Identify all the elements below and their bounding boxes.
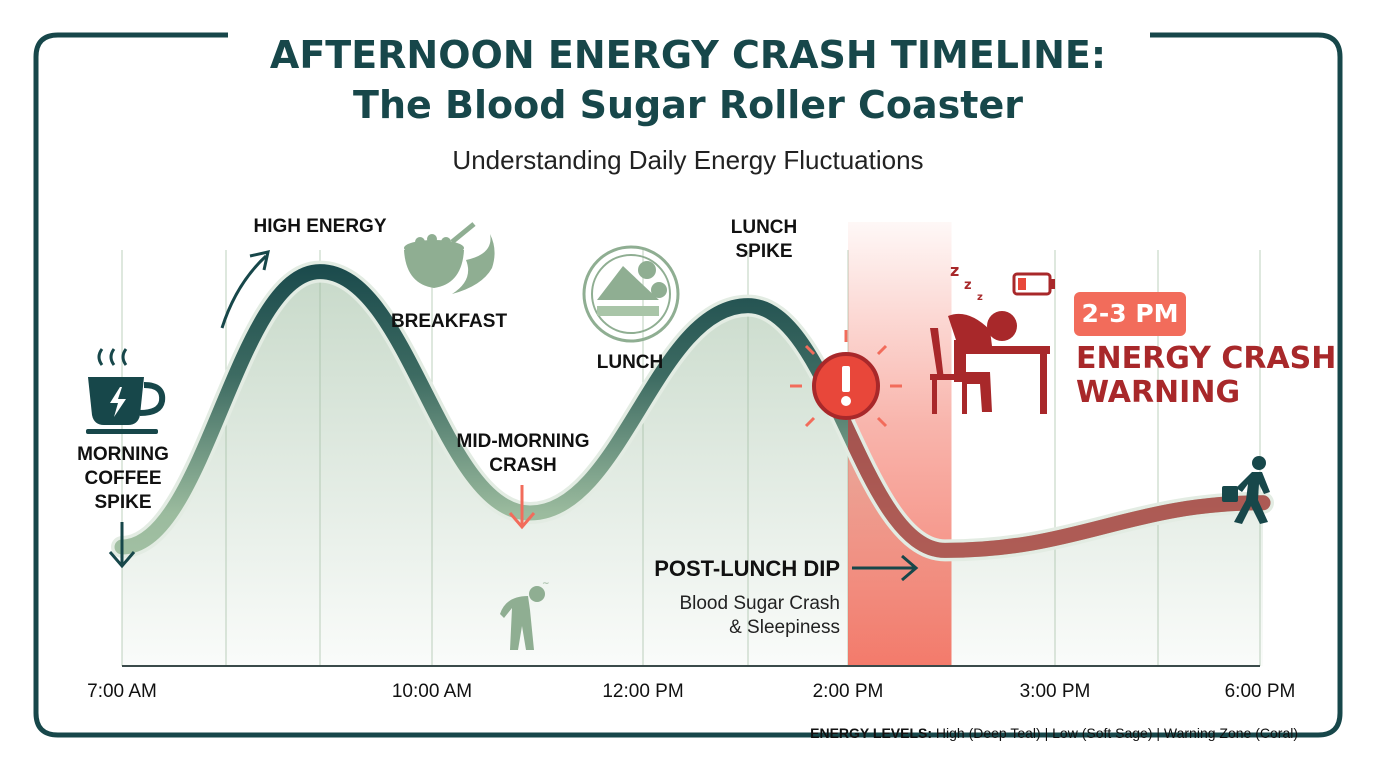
x-tick-label: 12:00 PM	[602, 681, 684, 702]
post-lunch-dip-description: Blood Sugar Crash & Sleepiness	[600, 592, 840, 640]
post-lunch-sub-line2: & Sleepiness	[729, 617, 840, 638]
legend-label: ENERGY LEVELS:	[810, 725, 933, 741]
x-tick-label: 2:00 PM	[812, 681, 884, 702]
lunch-spike-label-line2: SPIKE	[735, 241, 793, 262]
high-energy-label: HIGH ENERGY	[253, 216, 387, 237]
post-lunch-sub-line1: Blood Sugar Crash	[679, 593, 840, 614]
lunch-spike-label-line1: LUNCH	[730, 217, 798, 238]
cereal-bowl-icon	[404, 222, 495, 294]
down-arrow-coral-icon	[508, 485, 536, 530]
chart-title-line-2: The Blood Sugar Roller Coaster	[353, 83, 1023, 127]
x-tick-label: 10:00 AM	[391, 681, 473, 702]
breakfast-label: BREAKFAST	[390, 311, 508, 332]
sleeping-person-icon: z z z	[930, 261, 1050, 414]
coffee-cup-icon	[86, 348, 166, 434]
tired-person-icon: ~	[500, 579, 550, 650]
energy-line-warning	[848, 413, 1271, 558]
morning-coffee-label-line3: SPIKE	[94, 492, 152, 513]
mid-morning-label-line1: MID-MORNING	[456, 431, 590, 452]
right-arrow-icon	[852, 554, 919, 582]
legend: ENERGY LEVELS: High (Deep Teal) | Low (S…	[810, 725, 1298, 741]
svg-text:~: ~	[542, 579, 550, 589]
chart-subtitle: Understanding Daily Energy Fluctuations	[452, 145, 924, 175]
lunch-label: LUNCH	[596, 352, 664, 373]
legend-text: High (Deep Teal) | Low (Soft Sage) | War…	[932, 725, 1298, 741]
x-tick-label: 7:00 AM	[87, 681, 157, 702]
warning-line1: ENERGY CRASH	[1076, 341, 1337, 376]
alert-icon	[790, 330, 902, 428]
morning-coffee-label-line2: COFFEE	[84, 468, 162, 489]
down-arrow-icon	[108, 522, 136, 569]
energy-crash-warning: ENERGY CRASH WARNING	[1076, 342, 1336, 410]
chart-title: AFTERNOON ENERGY CRASH TIMELINE:	[269, 33, 1107, 77]
low-battery-icon	[1012, 272, 1055, 296]
lunch-spike-label: LUNCH SPIKE	[714, 216, 814, 264]
walking-person-icon	[1222, 456, 1270, 524]
morning-coffee-label: MORNING COFFEE SPIKE	[70, 443, 176, 515]
sandwich-plate-icon	[582, 245, 680, 343]
x-tick-label: 3:00 PM	[1019, 681, 1091, 702]
morning-coffee-label-line1: MORNING	[77, 444, 169, 465]
x-tick-label: 6:00 PM	[1224, 681, 1296, 702]
svg-text:z: z	[950, 261, 959, 280]
mid-morning-crash-label: MID-MORNING CRASH	[440, 430, 606, 478]
post-lunch-dip-label: POST-LUNCH DIP	[654, 556, 840, 581]
mid-morning-label-line2: CRASH	[489, 455, 557, 476]
up-arrow-icon	[220, 250, 270, 329]
warning-line2: WARNING	[1076, 375, 1241, 410]
svg-text:z: z	[977, 292, 983, 303]
warning-time-badge: 2-3 PM	[1074, 292, 1186, 336]
svg-text:z: z	[964, 278, 972, 293]
